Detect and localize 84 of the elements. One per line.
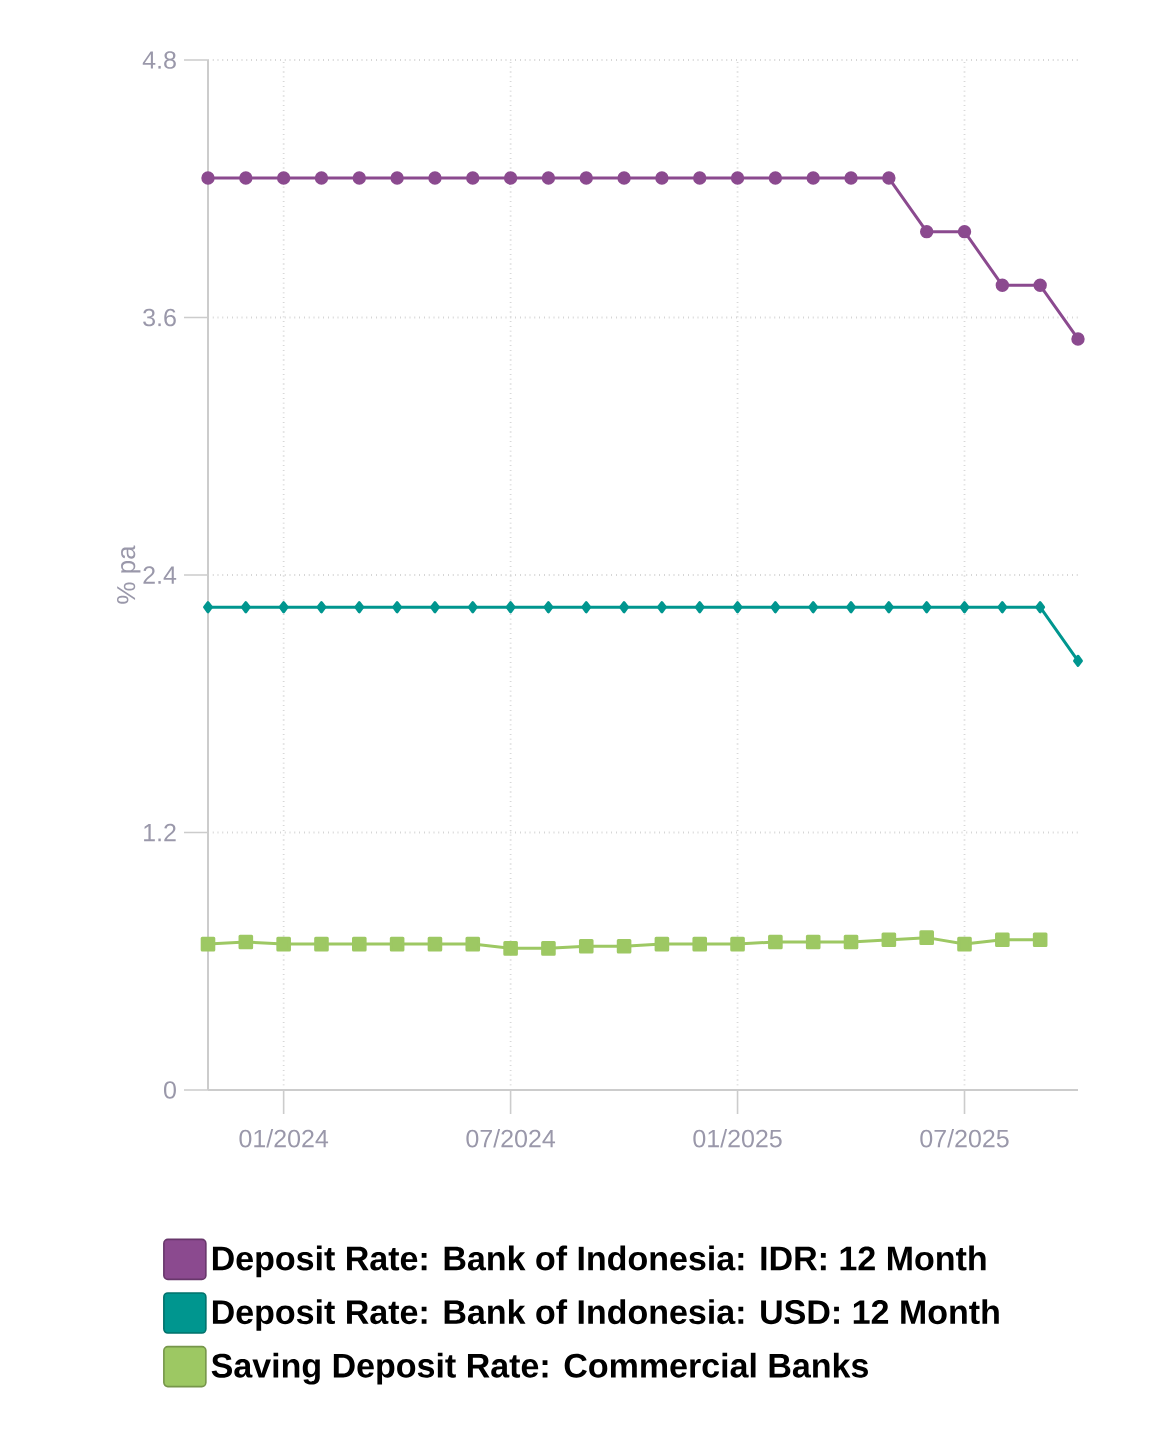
- point: [846, 601, 856, 614]
- point: [844, 171, 858, 185]
- point: [541, 941, 556, 956]
- point: [655, 171, 669, 185]
- point: [768, 934, 783, 950]
- y-tick-label: 3.6: [143, 308, 176, 327]
- y-tick-label: 0: [164, 1081, 176, 1099]
- x-tick-label: 01/2024: [239, 1129, 329, 1148]
- point: [354, 601, 365, 614]
- point: [617, 171, 631, 185]
- point: [694, 601, 705, 614]
- point: [654, 936, 670, 952]
- point: [995, 932, 1010, 948]
- point: [616, 938, 632, 954]
- point: [957, 936, 972, 952]
- point: [959, 601, 970, 614]
- point: [730, 936, 745, 952]
- point: [843, 934, 859, 950]
- point: [390, 171, 404, 185]
- point: [239, 171, 253, 185]
- point: [238, 934, 254, 950]
- point: [503, 941, 518, 956]
- point: [352, 171, 366, 185]
- y-tick-label: 4.8: [142, 51, 176, 69]
- point: [352, 936, 367, 952]
- point: [919, 224, 934, 239]
- x-tick-label: 07/2025: [920, 1129, 1009, 1148]
- point: [997, 601, 1008, 614]
- point: [240, 601, 251, 614]
- point: [921, 601, 932, 614]
- legend-label: Deposit Rate: Bank of Indonesia: IDR: 12 Month: [212, 1245, 986, 1278]
- point: [770, 601, 781, 614]
- point: [389, 936, 405, 952]
- point: [656, 601, 667, 614]
- point: [503, 171, 518, 185]
- point: [692, 936, 708, 952]
- point: [541, 171, 556, 185]
- point: [316, 601, 327, 614]
- point: [200, 936, 216, 952]
- point: [619, 601, 630, 614]
- point: [732, 601, 743, 614]
- point: [430, 601, 440, 614]
- point: [1035, 601, 1046, 614]
- point: [581, 601, 592, 614]
- point: [882, 171, 896, 185]
- point: [730, 171, 745, 185]
- y-tick-label: 2.4: [143, 566, 177, 584]
- x-tick-label: 01/2025: [693, 1129, 782, 1148]
- point: [392, 601, 403, 614]
- point: [466, 171, 480, 185]
- point: [693, 171, 707, 185]
- point: [428, 171, 442, 185]
- x-tick-label: 07/2024: [466, 1129, 556, 1148]
- point: [579, 171, 593, 185]
- point: [278, 601, 289, 614]
- point: [1071, 332, 1085, 346]
- point: [465, 936, 481, 952]
- point: [919, 930, 934, 945]
- point: [995, 278, 1010, 293]
- point: [543, 601, 554, 614]
- point: [276, 171, 291, 185]
- point: [881, 932, 897, 948]
- y-tick-label: 1.2: [144, 823, 176, 842]
- point: [505, 601, 516, 614]
- y-axis-title: % pa: [117, 545, 141, 604]
- point: [578, 938, 594, 954]
- point: [467, 601, 478, 614]
- point: [808, 601, 819, 614]
- point: [1073, 654, 1083, 667]
- point: [883, 601, 894, 614]
- point: [427, 936, 443, 952]
- legend-label: Deposit Rate: Bank of Indonesia: USD: 12 Month: [212, 1299, 999, 1331]
- point: [314, 171, 329, 185]
- point: [203, 601, 213, 614]
- point: [276, 936, 291, 952]
- point: [1033, 278, 1047, 293]
- legend-label: Saving Deposit Rate: Commercial Banks: [211, 1352, 868, 1385]
- point: [805, 934, 821, 950]
- point: [806, 171, 820, 185]
- point: [957, 224, 972, 239]
- point: [768, 171, 783, 185]
- point: [314, 936, 329, 952]
- point: [1032, 932, 1048, 948]
- point: [201, 171, 215, 185]
